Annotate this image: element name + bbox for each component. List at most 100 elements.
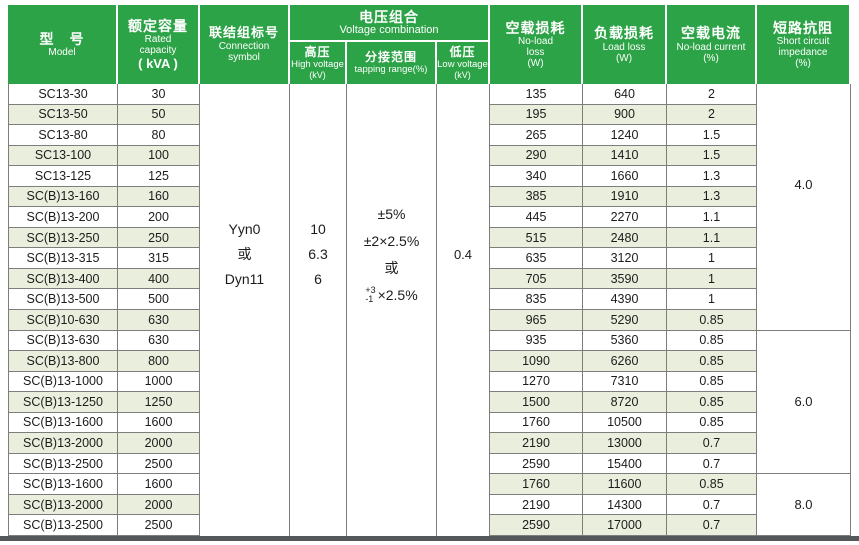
capacity-cell: 630 — [118, 309, 200, 331]
header-noload-loss: 空载损耗 No-load loss (W) — [490, 5, 583, 84]
load-loss-cell: 5290 — [583, 309, 667, 331]
load-loss-cell: 2270 — [583, 207, 667, 228]
load-loss-cell: 4390 — [583, 289, 667, 310]
header-hv-unit: (kV) — [309, 70, 326, 81]
capacity-cell: 160 — [118, 186, 200, 208]
capacity-cell: 400 — [118, 268, 200, 290]
load-loss-cell: 1660 — [583, 166, 667, 187]
header-hv-en: High voltage — [291, 59, 344, 71]
header-impedance-zh: 短路抗阻 — [773, 19, 833, 36]
header-capacity-zh: 额定容量 — [128, 17, 188, 34]
header-load-loss: 负载损耗 Load loss (W) — [583, 5, 667, 84]
connection-symbol-cell: Yyn0 或 Dyn11 — [200, 84, 290, 536]
noload-current-cell: 0.7 — [667, 494, 757, 516]
model-cell: SC(B)13-800 — [8, 351, 118, 372]
header-model-en: Model — [48, 47, 76, 59]
tapping-range-cell: ±5% ±2×2.5% 或 +3 -1 ×2.5% — [347, 84, 437, 536]
load-loss-cell: 2480 — [583, 227, 667, 249]
noload-current-cell: 0.85 — [667, 474, 757, 495]
capacity-cell: 500 — [118, 289, 200, 310]
model-cell: SC(B)13-160 — [8, 186, 118, 208]
capacity-cell: 200 — [118, 207, 200, 228]
lv-value: 0.4 — [453, 247, 473, 263]
header-impedance-en1: Short circuit — [776, 36, 830, 48]
tapping-sup-sub: +3 -1 — [365, 285, 376, 305]
load-loss-cell: 10500 — [583, 412, 667, 434]
noload-loss-cell: 2190 — [490, 494, 583, 516]
load-loss-cell: 6260 — [583, 351, 667, 372]
noload-current-cell: 0.85 — [667, 412, 757, 434]
model-cell: SC(B)13-315 — [8, 248, 118, 269]
header-current-en1: No-load current — [676, 41, 746, 53]
noload-loss-cell: 340 — [490, 166, 583, 187]
impedance-group-cell: 8.0 — [757, 474, 851, 536]
noload-current-cell: 0.85 — [667, 392, 757, 413]
header-noload-unit: (W) — [527, 58, 544, 70]
header-low-voltage: 低压 Low voltage (kV) — [437, 42, 490, 84]
connection-value-or: 或 — [237, 246, 252, 263]
header-impedance-en2: impedance — [778, 47, 828, 59]
model-cell: SC(B)13-200 — [8, 207, 118, 228]
load-loss-cell: 1410 — [583, 145, 667, 167]
noload-loss-cell: 515 — [490, 227, 583, 249]
bottom-bar-divider — [0, 536, 859, 541]
load-loss-cell: 17000 — [583, 515, 667, 536]
connection-value-1: Yyn0 — [228, 221, 261, 238]
capacity-cell: 1000 — [118, 371, 200, 393]
noload-loss-cell: 935 — [490, 330, 583, 352]
model-cell: SC13-50 — [8, 104, 118, 126]
header-voltage-combination: 电压组合 Voltage combination — [290, 5, 490, 42]
header-noload-en1: No-load — [517, 36, 554, 48]
load-loss-cell: 3590 — [583, 268, 667, 290]
noload-current-cell: 0.85 — [667, 351, 757, 372]
noload-current-cell: 1.1 — [667, 207, 757, 228]
capacity-cell: 250 — [118, 227, 200, 249]
header-tapping-zh: 分接范围 — [364, 49, 417, 64]
noload-current-cell: 2 — [667, 104, 757, 126]
low-voltage-cell: 0.4 — [437, 84, 490, 536]
model-cell: SC(B)13-1600 — [8, 412, 118, 434]
noload-current-cell: 0.85 — [667, 371, 757, 393]
noload-loss-cell: 265 — [490, 125, 583, 146]
capacity-cell: 2500 — [118, 515, 200, 536]
model-cell: SC(B)13-500 — [8, 289, 118, 310]
header-connection-en1: Connection — [218, 40, 270, 52]
noload-loss-cell: 2590 — [490, 515, 583, 536]
header-connection-en2: symbol — [228, 51, 260, 63]
tapping-line-2: ±2×2.5% — [363, 232, 420, 249]
header-voltage-en: Voltage combination — [339, 24, 439, 37]
model-cell: SC(B)13-250 — [8, 227, 118, 249]
header-capacity-en2: capacity — [139, 45, 177, 57]
noload-current-cell: 0.85 — [667, 330, 757, 352]
header-load-zh: 负载损耗 — [594, 25, 654, 42]
capacity-cell: 2000 — [118, 433, 200, 454]
noload-current-cell: 0.7 — [667, 453, 757, 475]
transformer-spec-table: 型 号 Model 额定容量 Rated capacity ( kVA ) 联结… — [8, 5, 851, 536]
load-loss-cell: 13000 — [583, 433, 667, 454]
load-loss-cell: 5360 — [583, 330, 667, 352]
header-noload-zh: 空载损耗 — [505, 19, 566, 36]
noload-loss-cell: 385 — [490, 186, 583, 208]
load-loss-cell: 8720 — [583, 392, 667, 413]
noload-loss-cell: 835 — [490, 289, 583, 310]
load-loss-cell: 15400 — [583, 453, 667, 475]
header-tapping-en: tapping range(%) — [354, 64, 428, 76]
capacity-cell: 50 — [118, 104, 200, 126]
header-high-voltage: 高压 High voltage (kV) — [290, 42, 347, 84]
model-cell: SC(B)13-1600 — [8, 474, 118, 495]
header-hv-zh: 高压 — [304, 44, 331, 59]
noload-loss-cell: 1760 — [490, 412, 583, 434]
capacity-cell: 1600 — [118, 412, 200, 434]
capacity-cell: 315 — [118, 248, 200, 269]
model-cell: SC13-80 — [8, 125, 118, 146]
load-loss-cell: 7310 — [583, 371, 667, 393]
model-cell: SC(B)13-630 — [8, 330, 118, 352]
header-rated-capacity: 额定容量 Rated capacity ( kVA ) — [118, 5, 200, 84]
hv-value-3: 6 — [314, 271, 322, 288]
noload-current-cell: 2 — [667, 84, 757, 105]
impedance-group-cell: 4.0 — [757, 84, 851, 331]
capacity-cell: 1600 — [118, 474, 200, 495]
header-current-unit: (%) — [703, 52, 719, 64]
capacity-cell: 125 — [118, 166, 200, 187]
